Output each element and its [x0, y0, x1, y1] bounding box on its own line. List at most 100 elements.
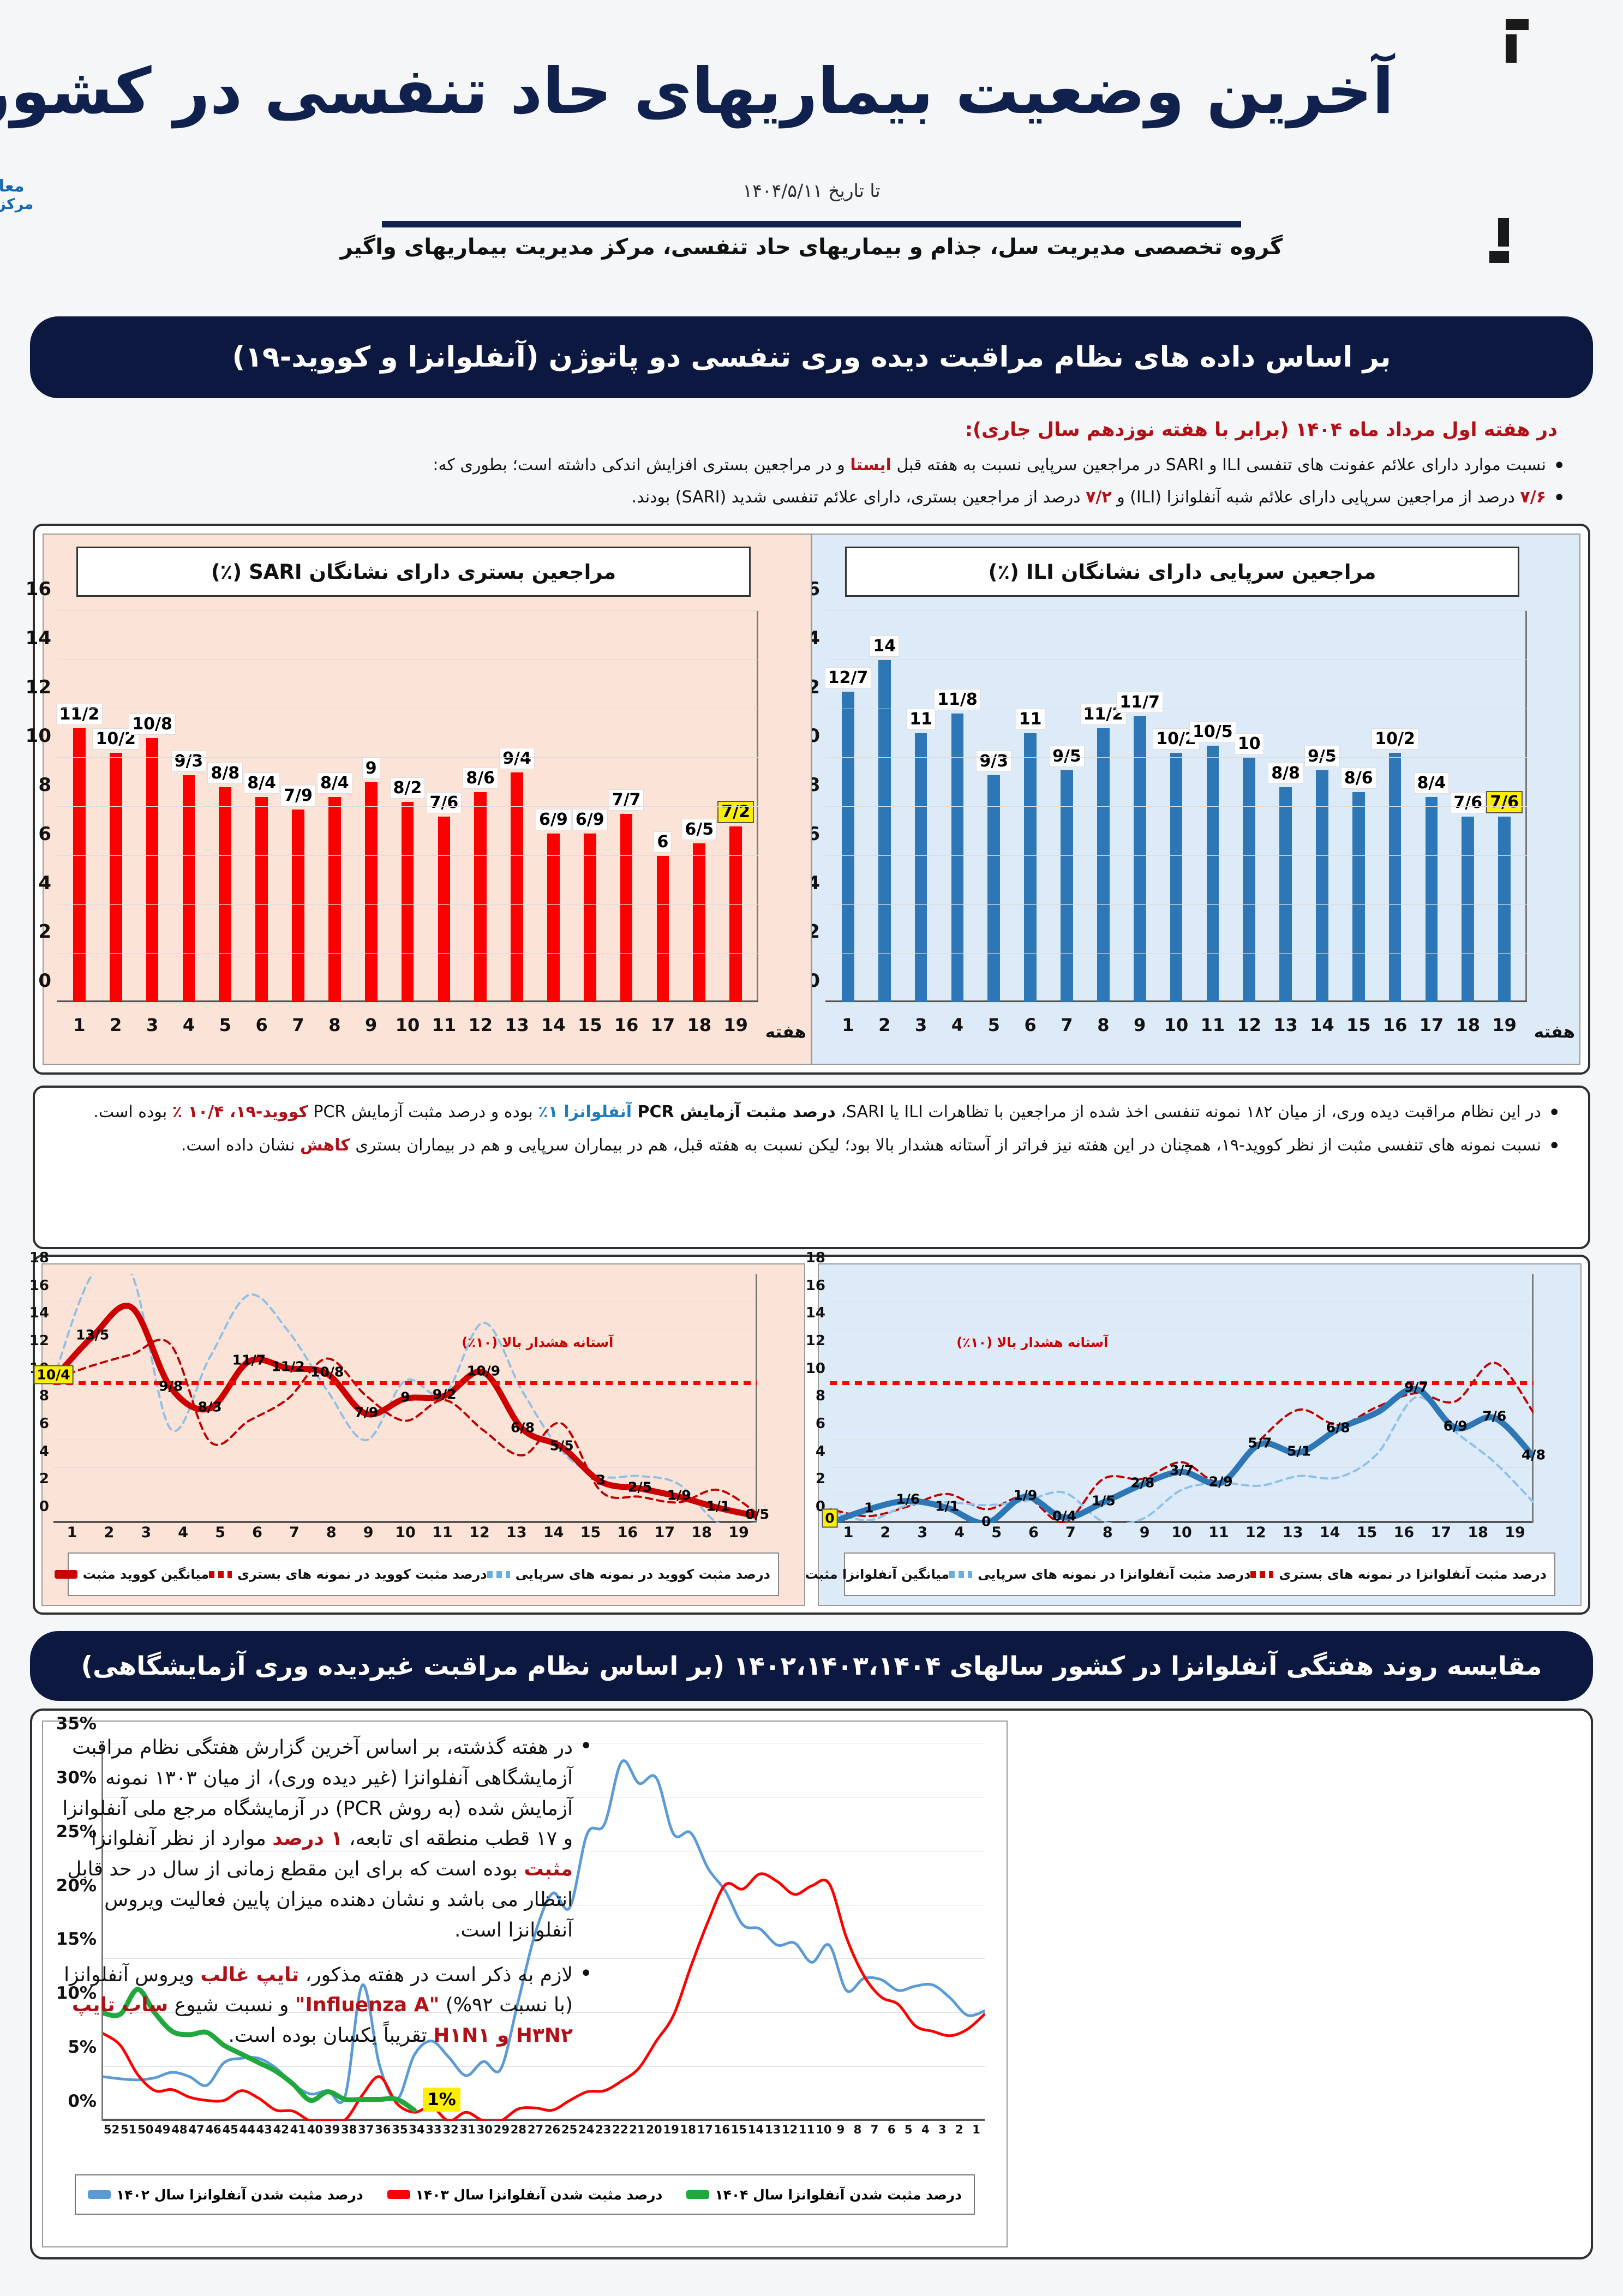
- bar-column[interactable]: 7/7: [608, 611, 645, 1003]
- bar-column[interactable]: 14: [866, 611, 903, 1003]
- bar-column[interactable]: 8/8: [1267, 611, 1304, 1003]
- bar[interactable]: [951, 714, 964, 1003]
- bar-column[interactable]: 9/3: [975, 611, 1012, 1003]
- bar[interactable]: [1425, 797, 1438, 1003]
- bar-column[interactable]: 11: [903, 611, 939, 1003]
- bar[interactable]: [1352, 792, 1365, 1003]
- chart-ili-outpatient: مراجعین سرپایی دارای نشانگان ILI (٪) 12/…: [794, 533, 1580, 1065]
- bar-column[interactable]: 11/7: [1116, 611, 1163, 1003]
- bar-column[interactable]: 10/5: [1189, 611, 1236, 1003]
- bar-column[interactable]: 7/6: [1450, 611, 1486, 1003]
- bar[interactable]: [547, 834, 560, 1003]
- bar[interactable]: [401, 802, 414, 1003]
- bar[interactable]: [1279, 787, 1292, 1003]
- bar[interactable]: [620, 814, 633, 1003]
- bar[interactable]: [73, 728, 86, 1003]
- x-axis-tick: 6: [252, 1524, 262, 1541]
- bar[interactable]: [474, 792, 487, 1003]
- line-series-svg: [830, 1274, 1534, 1523]
- bar[interactable]: [583, 834, 596, 1003]
- bar[interactable]: [1316, 770, 1328, 1003]
- x-axis-tick: 13: [1282, 1524, 1303, 1541]
- bar-column[interactable]: 8/4: [243, 611, 280, 1003]
- bar[interactable]: [656, 855, 669, 1003]
- line-charts-container: 0 2 4 6 8 10 12 14 16 18 آستانه هشدار بالا (۱۰٪) 4/…: [29, 1250, 1590, 1615]
- bar[interactable]: [1388, 753, 1402, 1003]
- bar[interactable]: [1097, 728, 1110, 1003]
- bar[interactable]: [182, 775, 195, 1003]
- bar[interactable]: [878, 660, 891, 1003]
- bar[interactable]: [328, 797, 341, 1003]
- note2-c: نشان داده است.: [181, 1136, 300, 1155]
- bar-column[interactable]: 11/2: [1080, 611, 1127, 1003]
- s3-b1-a: در هفته گذشته، بر اساس آخرین گزارش هفتگی…: [62, 1736, 573, 1850]
- bar[interactable]: [292, 809, 304, 1003]
- bar[interactable]: [511, 772, 523, 1003]
- bar-column[interactable]: 9/3: [171, 611, 207, 1003]
- bar-column[interactable]: 8/2: [390, 611, 426, 1003]
- bar-column[interactable]: 8/6: [462, 611, 499, 1003]
- x-axis-tick: 11: [1208, 1524, 1229, 1541]
- bar[interactable]: [438, 816, 451, 1003]
- bar-column[interactable]: 6/9: [535, 611, 572, 1003]
- bar[interactable]: [219, 787, 232, 1003]
- x-axis-tick: 10: [1164, 1015, 1189, 1035]
- bar-value-label: 11/7: [1116, 691, 1163, 713]
- bar[interactable]: [693, 843, 706, 1003]
- y-axis-tick: 14: [29, 1305, 49, 1322]
- bar-column[interactable]: 10/2: [92, 611, 140, 1003]
- bar[interactable]: [914, 733, 927, 1003]
- bar-column[interactable]: 10: [1231, 611, 1267, 1003]
- bar-column[interactable]: 7/6: [426, 611, 462, 1003]
- bar[interactable]: [146, 738, 159, 1003]
- bar[interactable]: [1024, 733, 1037, 1003]
- bar-column[interactable]: 6/5: [681, 611, 717, 1003]
- bar-column[interactable]: 8/8: [207, 611, 243, 1003]
- bar[interactable]: [1133, 716, 1146, 1003]
- bar[interactable]: [1061, 770, 1073, 1003]
- bar-column[interactable]: 6: [645, 611, 681, 1003]
- bar-column[interactable]: 8/4: [1414, 611, 1450, 1003]
- bar[interactable]: [1206, 745, 1219, 1003]
- x-axis-tick: 9: [363, 1524, 374, 1541]
- bar[interactable]: [255, 797, 268, 1003]
- bar[interactable]: [1243, 758, 1256, 1003]
- bar-column[interactable]: 11: [1012, 611, 1049, 1003]
- data-point-label: 2/8: [1130, 1474, 1155, 1491]
- bar-column[interactable]: 7/6: [1486, 611, 1523, 1003]
- bar[interactable]: [1462, 816, 1475, 1003]
- legend-item: درصد مثبت کووید در نمونه های بستری: [209, 1567, 487, 1582]
- bar-column[interactable]: 12/7: [824, 611, 872, 1003]
- bar-column[interactable]: 6/9: [572, 611, 608, 1003]
- bar[interactable]: [1170, 753, 1183, 1003]
- x-axis-tick: 12: [468, 1015, 493, 1035]
- bar-column[interactable]: 9/5: [1304, 611, 1340, 1003]
- bar-column[interactable]: 10/2: [1153, 611, 1200, 1003]
- x-axis-tick: 16: [614, 1015, 639, 1035]
- bar-column[interactable]: 9/4: [499, 611, 535, 1003]
- bar-column[interactable]: 8/4: [316, 611, 353, 1003]
- x-axis-tick: 16: [617, 1524, 638, 1541]
- bar[interactable]: [987, 775, 1001, 1003]
- x-axis-tick: 5: [987, 1015, 1000, 1035]
- bar[interactable]: [842, 692, 854, 1003]
- bar-column[interactable]: 10/8: [129, 611, 176, 1003]
- y-axis-tick: 10: [805, 1360, 825, 1377]
- bar-column[interactable]: 11/8: [934, 611, 981, 1003]
- bullet1-text-a: نسبت موارد دارای علائم عفونت های تنفسی I…: [891, 455, 1546, 475]
- bar-column[interactable]: 7/9: [280, 611, 316, 1003]
- bar[interactable]: [1498, 816, 1511, 1003]
- bar-column[interactable]: 11/2: [56, 611, 103, 1003]
- bar-column[interactable]: 8/6: [1340, 611, 1377, 1003]
- bar-column[interactable]: 10/2: [1372, 611, 1418, 1003]
- bar[interactable]: [109, 753, 122, 1003]
- legend-label: درصد مثبت شدن آنفلوانزا سال ۱۴۰۴: [715, 2186, 962, 2203]
- bar-value-label: 10: [1234, 733, 1264, 755]
- bar-column[interactable]: 9/5: [1049, 611, 1085, 1003]
- list-item: در این نظام مراقبت دیده وری، از میان ۱۸۲…: [57, 1096, 1566, 1129]
- bar-column[interactable]: 9: [353, 611, 390, 1003]
- bar[interactable]: [364, 782, 378, 1003]
- bar[interactable]: [729, 826, 742, 1003]
- bar-column[interactable]: 7/2: [717, 611, 754, 1003]
